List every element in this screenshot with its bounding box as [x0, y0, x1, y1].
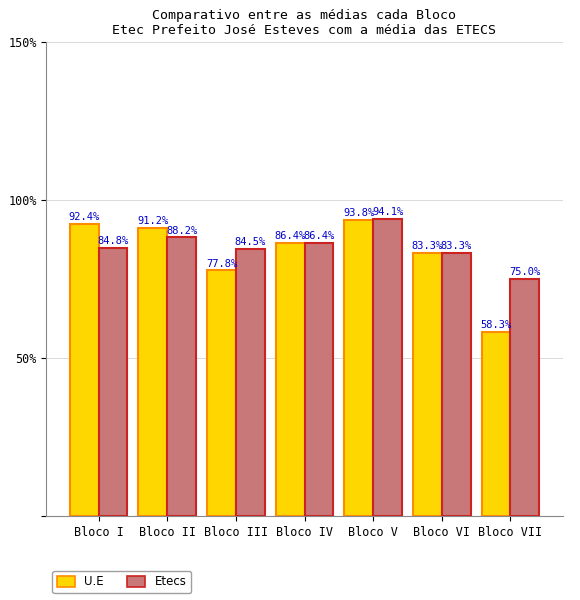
Bar: [167, 237, 196, 516]
Text: 58.3%: 58.3%: [480, 320, 512, 330]
Bar: [373, 218, 402, 516]
Text: 84.5%: 84.5%: [235, 238, 266, 247]
Text: 91.2%: 91.2%: [137, 216, 169, 226]
Text: 83.3%: 83.3%: [412, 241, 443, 251]
Bar: [413, 253, 442, 516]
Bar: [304, 243, 333, 516]
Text: 86.4%: 86.4%: [303, 232, 335, 241]
Bar: [510, 279, 539, 516]
Text: 84.8%: 84.8%: [97, 236, 129, 247]
Bar: [70, 224, 99, 516]
Text: 75.0%: 75.0%: [509, 268, 541, 277]
Bar: [207, 270, 236, 516]
Text: 77.8%: 77.8%: [206, 259, 237, 269]
Bar: [236, 249, 264, 516]
Text: 83.3%: 83.3%: [440, 241, 472, 251]
Bar: [481, 332, 510, 516]
Bar: [99, 248, 128, 516]
Text: 86.4%: 86.4%: [274, 232, 306, 241]
Text: 92.4%: 92.4%: [68, 212, 100, 223]
Bar: [442, 253, 470, 516]
Text: 88.2%: 88.2%: [166, 226, 197, 236]
Legend: U.E, Etecs: U.E, Etecs: [52, 571, 191, 593]
Bar: [139, 228, 167, 516]
Text: 94.1%: 94.1%: [372, 207, 403, 217]
Title: Comparativo entre as médias cada Bloco
Etec Prefeito José Esteves com a média da: Comparativo entre as médias cada Bloco E…: [113, 8, 496, 37]
Text: 93.8%: 93.8%: [343, 208, 374, 218]
Bar: [345, 220, 373, 516]
Bar: [276, 243, 304, 516]
